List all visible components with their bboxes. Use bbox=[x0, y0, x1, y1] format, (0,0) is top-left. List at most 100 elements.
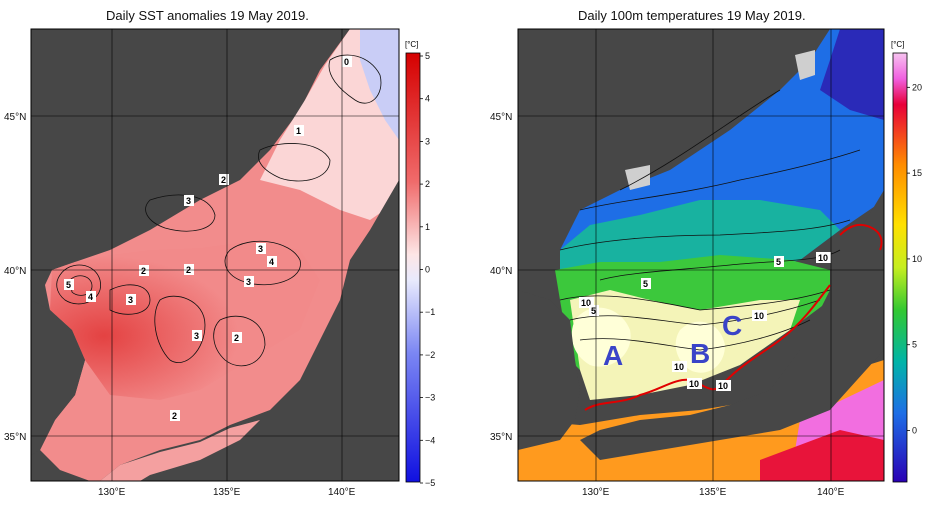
contour-label: 5 bbox=[64, 279, 74, 290]
lon-label: 135°E bbox=[699, 487, 727, 498]
svg-text:3: 3 bbox=[186, 196, 191, 206]
colorbar-tick-label: 20 bbox=[912, 82, 922, 92]
colorbar-tick-label: −3 bbox=[425, 393, 435, 403]
lat-label: 35°N bbox=[4, 432, 26, 443]
left-axis-labels: 45°N 40°N 35°N 130°E 135°E 140°E bbox=[4, 112, 356, 498]
svg-text:4: 4 bbox=[88, 292, 93, 302]
lat-label: 40°N bbox=[4, 266, 26, 277]
left-map-area: 0 1 2 2 2 3 3 3 3 4 4 5 3 2 2 2 3 bbox=[31, 29, 399, 481]
right-map-frame bbox=[517, 28, 885, 482]
contour-label: 3 bbox=[244, 276, 254, 287]
svg-text:3: 3 bbox=[128, 295, 133, 305]
contour-label: 2 bbox=[139, 265, 149, 276]
contour-label: 1 bbox=[294, 125, 304, 136]
contour-label: 10 bbox=[816, 252, 831, 263]
contour-label: 2 bbox=[232, 332, 242, 343]
svg-text:3: 3 bbox=[194, 331, 199, 341]
colorbar-tick-label: 5 bbox=[425, 51, 430, 61]
left-contours bbox=[56, 54, 382, 367]
left-negative-anomaly-east bbox=[360, 29, 399, 140]
lat-label: 40°N bbox=[490, 266, 512, 277]
svg-text:2: 2 bbox=[221, 175, 226, 185]
left-colorbar-unit: [°C] bbox=[405, 40, 418, 49]
svg-text:10: 10 bbox=[689, 379, 699, 389]
left-contour-labels: 0 1 2 2 2 3 3 3 3 4 4 5 3 2 2 2 3 bbox=[64, 56, 352, 421]
contour-label: 3 bbox=[192, 330, 202, 341]
svg-text:4: 4 bbox=[269, 257, 274, 267]
left-land-japan bbox=[100, 180, 399, 481]
lat-label: 35°N bbox=[490, 432, 512, 443]
colorbar-tick-label: −4 bbox=[425, 435, 435, 445]
lat-label: 45°N bbox=[4, 112, 26, 123]
right-map-area: 5 5 10 5 10 10 10 10 10 A B C bbox=[518, 29, 884, 481]
contour-label: 10 bbox=[752, 310, 767, 321]
svg-text:10: 10 bbox=[718, 381, 728, 391]
colorbar-tick-label: 5 bbox=[912, 340, 917, 350]
colorbar-tick-label: 3 bbox=[425, 136, 430, 146]
right-front-line bbox=[584, 284, 831, 411]
lon-label: 140°E bbox=[817, 487, 845, 498]
left-land-korea bbox=[31, 300, 85, 455]
right-red-core bbox=[760, 430, 884, 481]
colorbar-tick-label: 4 bbox=[425, 94, 430, 104]
svg-text:3: 3 bbox=[246, 277, 251, 287]
colorbar-tick-label: 1 bbox=[425, 222, 430, 232]
contour-label: 2 bbox=[184, 264, 194, 275]
contour-label: 2 bbox=[108, 258, 118, 269]
right-eddy-a bbox=[571, 307, 631, 367]
svg-text:10: 10 bbox=[581, 298, 591, 308]
region-label-b: B bbox=[690, 338, 710, 369]
contour-label: 3 bbox=[200, 290, 210, 301]
right-island bbox=[795, 50, 815, 80]
region-label-a: A bbox=[603, 340, 623, 371]
left-sea-south bbox=[100, 420, 260, 481]
svg-text:5: 5 bbox=[591, 306, 596, 316]
contour-label: 10 bbox=[687, 378, 702, 389]
svg-text:10: 10 bbox=[818, 253, 828, 263]
contour-label: 2 bbox=[170, 410, 180, 421]
svg-text:5: 5 bbox=[66, 280, 71, 290]
svg-text:5: 5 bbox=[776, 257, 781, 267]
colorbar-tick-label: 10 bbox=[912, 254, 922, 264]
contour-label: 4 bbox=[86, 291, 96, 302]
svg-text:5: 5 bbox=[643, 279, 648, 289]
right-contour-labels: 5 5 10 5 10 10 10 10 10 bbox=[579, 252, 831, 391]
lon-label: 130°E bbox=[98, 487, 126, 498]
right-eddy-b bbox=[675, 321, 725, 373]
right-axis-labels: 45°N 40°N 35°N 130°E 135°E 140°E bbox=[490, 112, 845, 498]
contour-label: 5 bbox=[641, 278, 651, 289]
svg-text:0: 0 bbox=[344, 57, 349, 67]
colorbar-tick-label: 2 bbox=[425, 179, 430, 189]
lon-label: 140°E bbox=[328, 487, 356, 498]
colorbar-tick-label: −1 bbox=[425, 307, 435, 317]
contour-label: 5 bbox=[589, 305, 599, 316]
right-colorbar: [°C] 20 15 10 5 0 bbox=[891, 40, 922, 483]
right-sea-coldest-north bbox=[820, 29, 884, 120]
contour-label: 3 bbox=[126, 294, 136, 305]
right-front-line-north bbox=[839, 223, 883, 251]
contour-label: 10 bbox=[716, 380, 731, 391]
contour-label: 4 bbox=[267, 256, 277, 267]
contour-label: 10 bbox=[672, 361, 687, 372]
colorbar-tick-label: −5 bbox=[425, 478, 435, 488]
colorbar-tick-label: 0 bbox=[912, 426, 917, 436]
right-land-japan bbox=[580, 190, 884, 460]
contour-label: 10 bbox=[579, 297, 594, 308]
lon-label: 135°E bbox=[213, 487, 241, 498]
right-land-korea bbox=[518, 290, 580, 450]
contour-label: 2 bbox=[219, 174, 229, 185]
left-map-frame bbox=[30, 28, 400, 482]
svg-text:2: 2 bbox=[172, 411, 177, 421]
svg-text:2: 2 bbox=[234, 333, 239, 343]
lat-label: 45°N bbox=[490, 112, 512, 123]
right-graticule bbox=[518, 29, 884, 481]
lon-label: 130°E bbox=[582, 487, 610, 498]
right-contours bbox=[559, 89, 861, 351]
svg-text:3: 3 bbox=[258, 244, 263, 254]
colorbar-tick-label: 0 bbox=[425, 265, 430, 275]
contour-label: 5 bbox=[774, 256, 784, 267]
right-map-title: Daily 100m temperatures 19 May 2019. bbox=[578, 8, 806, 23]
svg-text:10: 10 bbox=[674, 362, 684, 372]
